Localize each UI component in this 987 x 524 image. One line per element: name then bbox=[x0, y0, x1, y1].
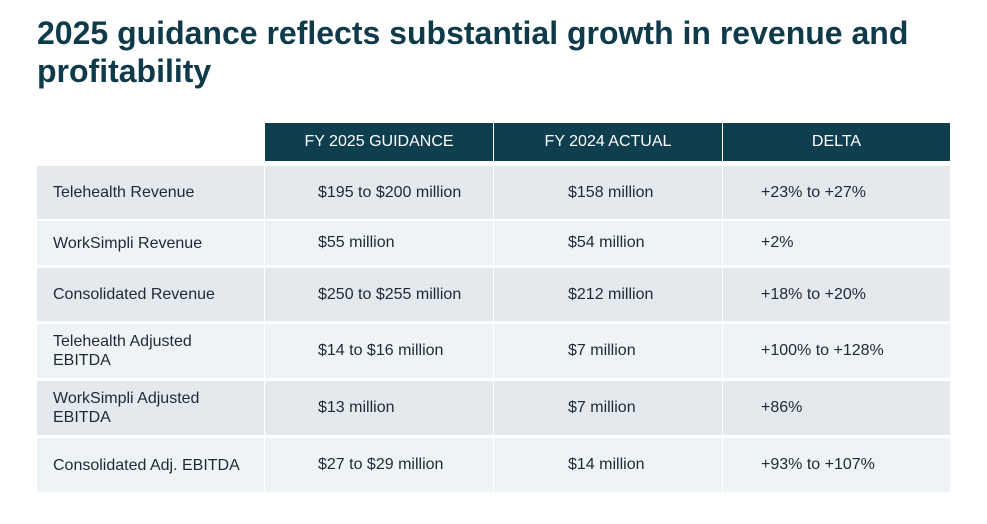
cell-text: Telehealth Revenue bbox=[53, 184, 195, 201]
column-header: DELTA bbox=[723, 123, 950, 161]
cell-text: +2% bbox=[761, 234, 794, 251]
cell-text: $54 million bbox=[568, 234, 645, 251]
table-cell: $7 million bbox=[494, 381, 722, 435]
table-cell: $7 million bbox=[494, 324, 722, 378]
cell-text: WorkSimpli Revenue bbox=[53, 234, 203, 252]
column-header: FY 2024 ACTUAL bbox=[494, 123, 722, 161]
cell-text: FY 2025 GUIDANCE bbox=[304, 133, 454, 150]
cell-text: +18% to +20% bbox=[761, 285, 866, 303]
table-cell: $158 million bbox=[494, 166, 722, 219]
cell-text: DELTA bbox=[811, 133, 862, 150]
table-cell: $14 to $16 million bbox=[265, 324, 493, 378]
cell-text: Consolidated Adj. EBITDA bbox=[53, 456, 240, 474]
table-cell: $27 to $29 million bbox=[265, 438, 493, 492]
cell-text: +93% to +107% bbox=[761, 456, 875, 473]
cell-text: $158 million bbox=[568, 183, 654, 201]
table-cell: +86% bbox=[723, 381, 950, 435]
cell-text: $14 million bbox=[568, 456, 645, 473]
cell-text: +86% bbox=[761, 399, 803, 416]
row-label: Consolidated Adj. EBITDA bbox=[37, 438, 264, 492]
table-cell: $54 million bbox=[494, 221, 722, 265]
table-cell: +93% to +107% bbox=[723, 438, 950, 492]
table-cell: $250 to $255 million bbox=[265, 268, 493, 321]
table-cell: $195 to $200 million bbox=[265, 166, 493, 219]
table-cell: +23% to +27% bbox=[723, 166, 950, 219]
table-cell: $55 million bbox=[265, 221, 493, 265]
table-cell: +100% to +128% bbox=[723, 324, 950, 378]
row-label: Telehealth Revenue bbox=[37, 166, 264, 219]
cell-text: $13 million bbox=[318, 399, 395, 416]
cell-text: $195 to $200 million bbox=[318, 183, 462, 201]
cell-text: +23% to +27% bbox=[761, 183, 866, 201]
table-cell: $212 million bbox=[494, 268, 722, 321]
table-cell: +18% to +20% bbox=[723, 268, 950, 321]
cell-text: $7 million bbox=[568, 399, 636, 416]
cell-text: $55 million bbox=[318, 234, 395, 251]
cell-text: $212 million bbox=[568, 285, 654, 303]
row-label: Consolidated Revenue bbox=[37, 268, 264, 321]
row-label: Telehealth Adjusted EBITDA bbox=[37, 324, 264, 378]
cell-text: Consolidated Revenue bbox=[53, 286, 215, 303]
row-label: WorkSimpli Adjusted EBITDA bbox=[37, 381, 264, 435]
column-header: FY 2025 GUIDANCE bbox=[265, 123, 493, 161]
cell-text: FY 2024 ACTUAL bbox=[544, 133, 672, 150]
cell-text: $27 to $29 million bbox=[318, 456, 444, 473]
cell-text: +100% to +128% bbox=[761, 342, 884, 359]
row-label: WorkSimpli Revenue bbox=[37, 221, 264, 265]
table-cell: $14 million bbox=[494, 438, 722, 492]
table-cell: +2% bbox=[723, 221, 950, 265]
cell-text: $7 million bbox=[568, 342, 636, 359]
table-cell: $13 million bbox=[265, 381, 493, 435]
cell-text: Telehealth Adjusted EBITDA bbox=[53, 333, 192, 369]
cell-text: $250 to $255 million bbox=[318, 285, 462, 303]
slide-title: 2025 guidance reflects substantial growt… bbox=[37, 15, 909, 89]
cell-text: $14 to $16 million bbox=[318, 342, 444, 359]
cell-text: WorkSimpli Adjusted EBITDA bbox=[53, 390, 200, 426]
